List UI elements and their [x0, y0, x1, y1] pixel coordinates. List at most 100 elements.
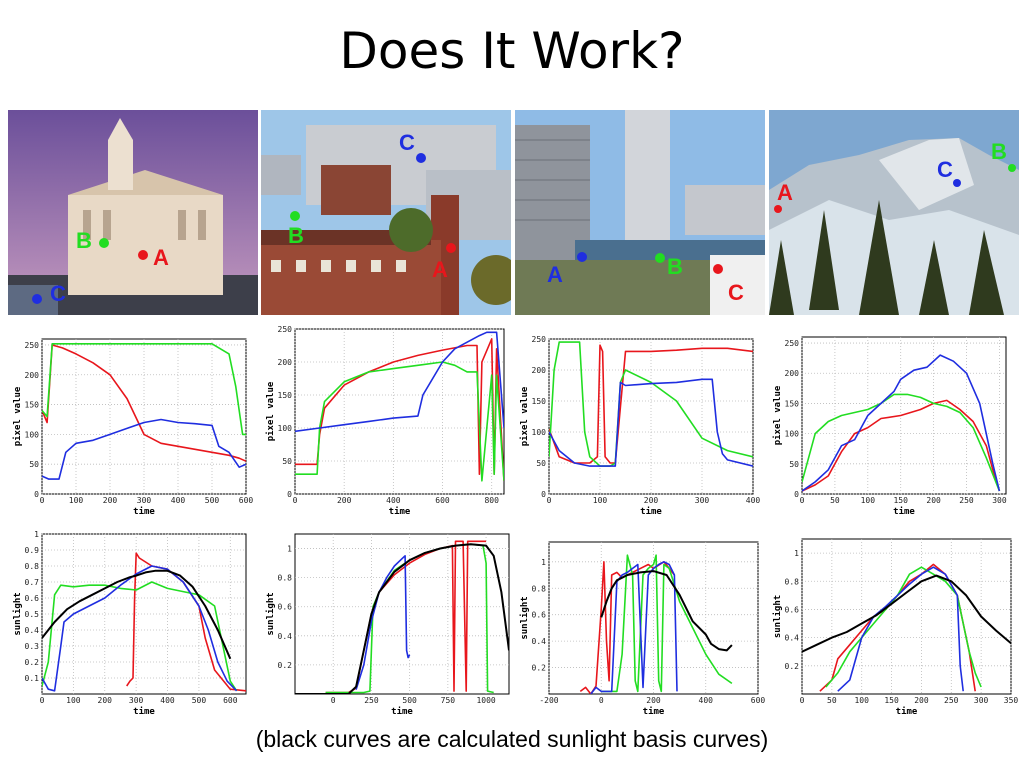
x-tick-label: 0 — [547, 496, 552, 505]
x-tick-label: 0 — [599, 696, 604, 705]
series-line-3 — [42, 569, 232, 660]
y-tick-label: 50 — [29, 460, 39, 469]
y-tick-label: 0.8 — [785, 577, 800, 586]
y-axis-label: sunlight — [12, 592, 23, 635]
x-axis-label: time — [896, 706, 918, 717]
y-tick-label: 0.6 — [278, 603, 293, 612]
x-tick-label: 200 — [98, 696, 113, 705]
x-tick-label: 100 — [69, 496, 84, 505]
series-line-0 — [802, 399, 1001, 492]
scene-campus-label-b: B — [288, 223, 304, 248]
chart-svg: 0 100 200 300 400 0 50 100 150 200 250 time pixel va… — [519, 335, 760, 517]
scene-campus-label-a: A — [432, 257, 448, 282]
series-line-0 — [42, 344, 246, 462]
y-tick-label: 0.2 — [25, 658, 40, 667]
x-tick-label: 0 — [40, 496, 45, 505]
x-tick-label: 200 — [646, 696, 661, 705]
x-tick-label: 750 — [441, 696, 456, 705]
y-tick-label: 0.2 — [785, 662, 800, 671]
y-tick-label: 250 — [532, 335, 547, 344]
y-tick-label: 0.6 — [532, 611, 547, 620]
y-tick-label: 150 — [785, 399, 800, 408]
y-tick-label: 150 — [532, 397, 547, 406]
x-tick-label: 100 — [66, 696, 81, 705]
y-tick-label: 0 — [794, 490, 799, 499]
scene-temple-photo: A B C — [8, 110, 258, 315]
x-axis-label: time — [643, 706, 665, 717]
x-tick-label: 200 — [914, 696, 929, 705]
scene-waterfront-label-c: C — [728, 280, 744, 305]
x-tick-label: 200 — [926, 496, 941, 505]
series-line-2 — [549, 378, 753, 467]
y-tick-label: 0.6 — [25, 594, 40, 603]
plot-area — [294, 533, 510, 695]
plot-area — [801, 538, 1012, 695]
x-tick-label: 100 — [854, 696, 869, 705]
y-tick-label: 0.3 — [25, 642, 40, 651]
y-tick-label: 150 — [278, 391, 293, 400]
scene-mountain-label-a: A — [777, 180, 793, 205]
x-tick-label: 600 — [223, 696, 238, 705]
y-tick-label: 0.8 — [532, 584, 547, 593]
y-tick-label: 250 — [278, 325, 293, 334]
x-tick-label: 400 — [160, 696, 175, 705]
x-axis-label: time — [133, 506, 155, 517]
x-tick-label: 0 — [800, 496, 805, 505]
y-tick-label: 200 — [785, 369, 800, 378]
series-line-0 — [549, 344, 753, 464]
y-tick-label: 50 — [282, 457, 292, 466]
chart-svg: 0 100 200 300 400 500 600 0 50 100 150 200 250 time pi… — [12, 338, 253, 517]
y-tick-label: 1 — [287, 545, 292, 554]
scene-campus-photo: A B C — [261, 110, 511, 315]
x-tick-label: 0 — [293, 496, 298, 505]
y-tick-label: 0 — [287, 490, 292, 499]
x-tick-label: 300 — [695, 496, 710, 505]
plot-sunlight-campus: 0 250 500 750 1000 0.2 0.4 0.6 0.8 1 time sunlight — [263, 530, 513, 720]
y-tick-label: 50 — [789, 460, 799, 469]
series-line-1 — [802, 393, 1001, 492]
plot-pixel-temple: 0 100 200 300 400 500 600 0 50 100 150 200 250 time pi… — [10, 335, 253, 520]
x-tick-label: 250 — [944, 696, 959, 705]
series-line-1 — [42, 581, 238, 692]
y-tick-label: 0.5 — [25, 610, 40, 619]
y-tick-label: 100 — [532, 428, 547, 437]
series-line-2 — [42, 565, 238, 692]
y-tick-label: 100 — [785, 430, 800, 439]
y-axis-label: pixel value — [519, 386, 530, 446]
x-tick-label: 400 — [171, 496, 186, 505]
x-tick-label: 150 — [884, 696, 899, 705]
x-tick-label: 300 — [974, 696, 989, 705]
plot-pixel-campus: 0 200 400 600 800 0 50 100 150 200 250 time pixel va… — [263, 325, 508, 520]
x-axis-label: time — [389, 506, 411, 517]
x-tick-label: 300 — [992, 496, 1007, 505]
series-line-2 — [837, 566, 964, 692]
chart-svg: 0 200 400 600 800 0 50 100 150 200 250 time pixel va… — [265, 325, 505, 517]
series-line-3 — [295, 543, 509, 694]
series-line-2 — [590, 560, 678, 694]
y-axis-label: sunlight — [519, 596, 530, 639]
caption: (black curves are calculated sunlight ba… — [255, 726, 769, 752]
plot-area — [294, 328, 505, 495]
x-tick-label: 300 — [129, 696, 144, 705]
x-tick-label: 50 — [830, 496, 840, 505]
x-tick-label: 400 — [386, 496, 401, 505]
x-tick-label: 150 — [893, 496, 908, 505]
plot-area — [41, 338, 247, 495]
y-tick-label: 0.2 — [532, 664, 547, 673]
y-tick-label: 200 — [278, 358, 293, 367]
x-tick-label: 500 — [192, 696, 207, 705]
x-tick-label: 100 — [861, 496, 876, 505]
y-tick-label: 100 — [25, 430, 40, 439]
chart-svg: 0 250 500 750 1000 0.2 0.4 0.6 0.8 1 time sunlight — [265, 533, 510, 717]
scene-temple-label-b: B — [76, 228, 92, 253]
x-tick-label: 500 — [205, 496, 220, 505]
x-axis-label: time — [640, 506, 662, 517]
scene-mountain-label-b: B — [991, 139, 1007, 164]
x-tick-label: 50 — [827, 696, 837, 705]
x-axis-label: time — [893, 506, 915, 517]
scene-waterfront-photo: A B C — [515, 110, 765, 315]
x-tick-label: 250 — [959, 496, 974, 505]
x-tick-label: 600 — [239, 496, 254, 505]
x-axis-label: time — [391, 706, 413, 717]
plot-sunlight-temple: 0 100 200 300 400 500 600 0.1 0.2 0.3 0.4 0.5 0.6 0.7… — [10, 530, 250, 720]
